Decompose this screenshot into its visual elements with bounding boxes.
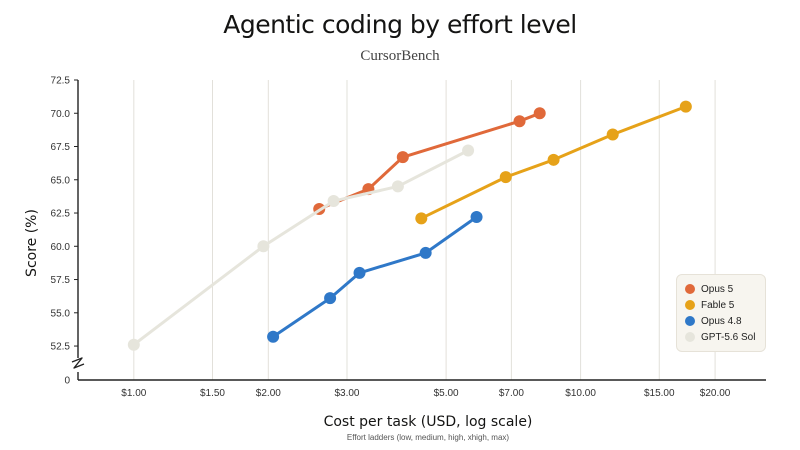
data-point (499, 171, 512, 184)
x-tick-label: $1.50 (200, 388, 225, 399)
data-point (606, 128, 619, 141)
chart-title: Agentic coding by effort level (223, 10, 577, 39)
legend-label: GPT-5.6 Sol (701, 331, 756, 343)
series-line (317, 111, 542, 211)
y-tick-label: 67.5 (51, 142, 71, 153)
data-point (415, 212, 428, 225)
y-tick-label: 52.5 (51, 342, 71, 353)
data-point (257, 240, 270, 253)
data-point (353, 266, 366, 279)
data-point (470, 211, 483, 224)
data-point (396, 151, 409, 164)
tick-labels: $1.00 $1.50 $2.00 $3.00 $5.00 $7.00 $10.00 $15.… (51, 76, 731, 400)
legend: Opus 5 Fable 5 Opus 4.8 GPT-5.6 Sol (676, 274, 766, 352)
legend-label: Opus 4.8 (701, 315, 742, 327)
y-axis-break (71, 357, 85, 369)
x-tick-label: $20.00 (700, 388, 731, 399)
data-point (679, 100, 692, 113)
data-point (327, 195, 340, 208)
x-axis-title: Cost per task (USD, log scale) (324, 414, 533, 430)
y-tick-label: 57.5 (51, 275, 71, 286)
legend-label: Opus 5 (701, 283, 734, 295)
legend-swatch (685, 284, 695, 294)
y-tick-label: 70.0 (51, 109, 71, 120)
legend-item: GPT-5.6 Sol (685, 329, 757, 345)
axes (71, 79, 766, 381)
data-series (127, 100, 692, 351)
legend-item: Opus 5 (685, 281, 757, 297)
data-point (462, 144, 475, 157)
x-tick-label: $15.00 (644, 388, 675, 399)
series-opus-4-8 (267, 211, 483, 343)
chart-subtitle: CursorBench (360, 48, 440, 64)
y-tick-label-zero: 0 (64, 376, 70, 387)
legend-swatch (685, 300, 695, 310)
data-point (391, 180, 404, 193)
series-fable-5 (415, 100, 692, 225)
x-tick-label: $3.00 (334, 388, 359, 399)
x-tick-label: $2.00 (256, 388, 281, 399)
data-point (324, 292, 337, 305)
legend-item: Opus 4.8 (685, 313, 757, 329)
y-axis-title: Score (%) (24, 209, 40, 277)
series-line (132, 149, 470, 347)
y-tick-label: 65.0 (51, 175, 71, 186)
legend-item: Fable 5 (685, 297, 757, 313)
series-gpt-5-6-sol (127, 144, 475, 351)
data-point (547, 153, 560, 166)
x-tick-label: $5.00 (434, 388, 459, 399)
x-tick-label: $1.00 (121, 388, 146, 399)
data-point (267, 330, 280, 343)
x-tick-label: $10.00 (565, 388, 596, 399)
y-tick-label: 60.0 (51, 242, 71, 253)
data-point (513, 115, 526, 128)
y-tick-label: 72.5 (51, 76, 71, 87)
gridlines (133, 80, 716, 380)
data-point (533, 107, 546, 120)
y-tick-label: 55.0 (51, 308, 71, 319)
data-point (127, 338, 140, 351)
x-tick-label: $7.00 (499, 388, 524, 399)
y-tick-label: 62.5 (51, 209, 71, 220)
data-point (419, 246, 432, 259)
legend-swatch (685, 316, 695, 326)
chart-note: Effort ladders (low, medium, high, xhigh… (347, 433, 509, 442)
legend-swatch (685, 332, 695, 342)
legend-label: Fable 5 (701, 299, 735, 311)
